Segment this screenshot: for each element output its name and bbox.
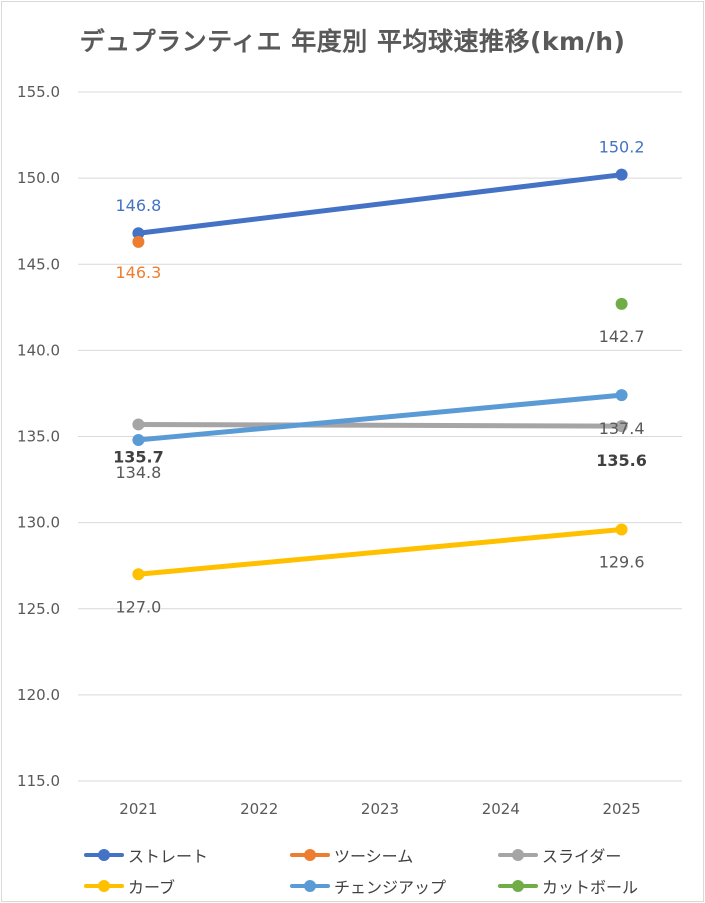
- data-label: 146.8: [115, 196, 161, 215]
- x-tick-label: 2024: [482, 800, 520, 818]
- data-point: [615, 297, 628, 310]
- x-tick-label: 2021: [119, 800, 157, 818]
- legend-label: カーブ: [128, 878, 176, 897]
- y-tick-label: 140.0: [17, 341, 60, 359]
- data-point: [615, 523, 628, 536]
- legend-swatch: [496, 879, 540, 893]
- data-point: [132, 418, 145, 431]
- data-label: 127.0: [115, 597, 161, 616]
- data-label: 146.3: [115, 263, 161, 282]
- legend-item: ストレート: [82, 843, 208, 867]
- series-line: [135, 421, 625, 429]
- series-line: [135, 392, 625, 443]
- legend-label: チェンジアップ: [334, 878, 447, 897]
- legend-label: ストレート: [128, 847, 209, 866]
- y-tick-label: 145.0: [17, 255, 60, 273]
- legend-item: ツーシーム: [288, 843, 413, 867]
- legend-swatch: [496, 848, 540, 862]
- y-tick-label: 155.0: [17, 83, 60, 101]
- legend-swatch: [288, 879, 332, 893]
- y-tick-label: 120.0: [17, 686, 60, 704]
- data-label: 135.7: [113, 447, 164, 466]
- legend-label: ツーシーム: [334, 847, 414, 866]
- data-point: [132, 227, 145, 240]
- legend-item: カーブ: [82, 874, 175, 898]
- legend-label: カットボール: [542, 878, 639, 897]
- data-label: 137.4: [599, 419, 645, 438]
- legend-item: スライダー: [496, 843, 621, 867]
- y-tick-label: 135.0: [17, 428, 60, 446]
- y-tick-label: 150.0: [17, 169, 60, 187]
- x-tick-label: 2023: [361, 800, 399, 818]
- legend-label: スライダー: [542, 847, 622, 866]
- data-label: 134.8: [115, 463, 161, 482]
- legend-swatch: [82, 848, 126, 862]
- data-point: [615, 420, 628, 433]
- series-line: [135, 172, 625, 236]
- data-point: [615, 389, 628, 402]
- data-label: 129.6: [599, 553, 645, 572]
- series-line: [135, 527, 625, 577]
- legend-swatch: [288, 848, 332, 862]
- legend-item: カットボール: [496, 874, 638, 898]
- legend-swatch: [82, 879, 126, 893]
- data-point: [132, 235, 145, 248]
- data-label: 150.2: [599, 138, 645, 157]
- y-tick-label: 130.0: [17, 514, 60, 532]
- x-tick-label: 2025: [603, 800, 641, 818]
- x-tick-label: 2022: [240, 800, 278, 818]
- legend-item: チェンジアップ: [288, 874, 446, 898]
- data-label: 142.7: [599, 327, 645, 346]
- data-point: [132, 433, 145, 446]
- y-tick-label: 125.0: [17, 600, 60, 618]
- data-point: [132, 568, 145, 581]
- data-label: 135.6: [596, 451, 647, 470]
- y-tick-label: 115.0: [17, 772, 60, 790]
- data-point: [615, 168, 628, 181]
- chart-title: デュプランティエ 年度別 平均球速推移(km/h): [79, 27, 626, 56]
